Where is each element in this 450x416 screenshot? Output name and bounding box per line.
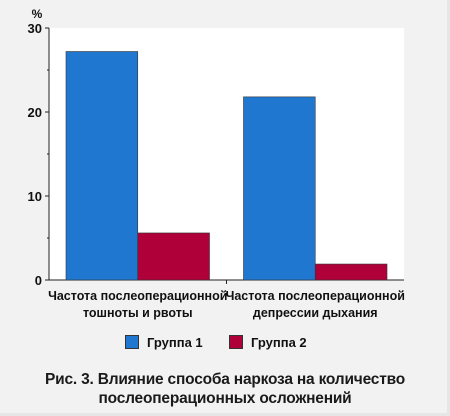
- bar-2-2: [314, 263, 388, 281]
- x-category-label: депрессии дыхания: [253, 306, 378, 320]
- legend-swatch-group1: [125, 335, 139, 349]
- legend-item-group1: Группа 1: [125, 334, 203, 350]
- y-axis-label: %: [32, 7, 43, 21]
- legend-label-group1: Группа 1: [147, 334, 203, 350]
- bar-2-1: [137, 232, 210, 281]
- x-category-label: Частота послеоперационной: [48, 289, 227, 303]
- chart-plot: 0 10 20 30% Частота послеоперационной тошноты…: [28, 7, 405, 320]
- x-category-label: Частота послеоперационной: [226, 289, 405, 303]
- bar-1-2: [243, 96, 316, 281]
- bar-1-1: [65, 51, 139, 281]
- x-category-label: тошноты и рвоты: [83, 306, 193, 320]
- figure-caption-line2: послеоперационных осложнений: [98, 390, 352, 407]
- legend-item-group2: Группа 2: [229, 334, 307, 350]
- legend-label-group2: Группа 2: [251, 334, 307, 350]
- legend-swatch-group2: [229, 335, 243, 349]
- y-tick-label: 0: [35, 273, 42, 288]
- y-tick-label: 10: [28, 189, 42, 204]
- y-tick-label: 20: [28, 105, 42, 120]
- y-tick-label: 30: [28, 21, 42, 36]
- figure-caption-line1: Рис. 3. Влияние способа наркоза на колич…: [44, 371, 405, 388]
